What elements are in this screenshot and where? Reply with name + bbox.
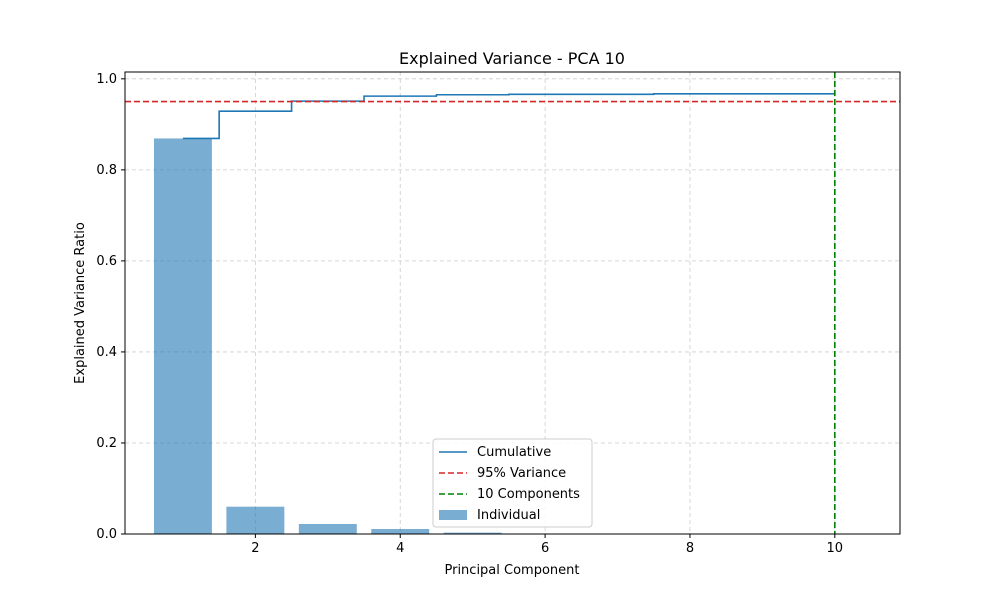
cumulative-step-line (182, 93, 835, 140)
lines (125, 72, 900, 534)
grid (125, 72, 900, 535)
bar-pc-5 (443, 532, 502, 534)
bar-pc-4 (371, 528, 430, 534)
bar-pc-3 (298, 523, 357, 534)
plot-frame (124, 71, 901, 535)
bars (153, 138, 864, 534)
legend-label: 10 Components (477, 487, 580, 502)
y-tick-label: 0.8 (96, 163, 117, 178)
legend-label: 95% Variance (477, 466, 566, 481)
x-tick-label: 2 (251, 541, 259, 556)
legend-box (432, 438, 593, 528)
x-tick-label: 6 (541, 541, 549, 556)
y-axis-label: Explained Variance Ratio (73, 222, 88, 384)
ticks: 2 4 6 8 10 0.0 0.2 0.4 0.6 0.8 1.0 (96, 72, 843, 556)
y-tick-label: 0.0 (96, 527, 117, 542)
y-tick-label: 0.2 (96, 436, 117, 451)
legend-swatch-individual (439, 510, 467, 520)
x-tick-label: 10 (827, 541, 844, 556)
x-tick-label: 4 (396, 541, 404, 556)
legend: Cumulative 95% Variance 10 Components Indiv… (432, 438, 593, 528)
x-axis-label: Principal Component (444, 563, 579, 578)
x-tick-label: 8 (686, 541, 694, 556)
legend-label: Individual (477, 508, 540, 523)
y-tick-label: 0.6 (96, 254, 117, 269)
y-tick-label: 0.4 (96, 345, 117, 360)
bar-pc-2 (226, 506, 285, 534)
y-tick-label: 1.0 (96, 72, 117, 87)
legend-label: Cumulative (477, 445, 551, 460)
chart-title: Explained Variance - PCA 10 (399, 49, 625, 68)
bar-pc-1 (153, 138, 212, 534)
